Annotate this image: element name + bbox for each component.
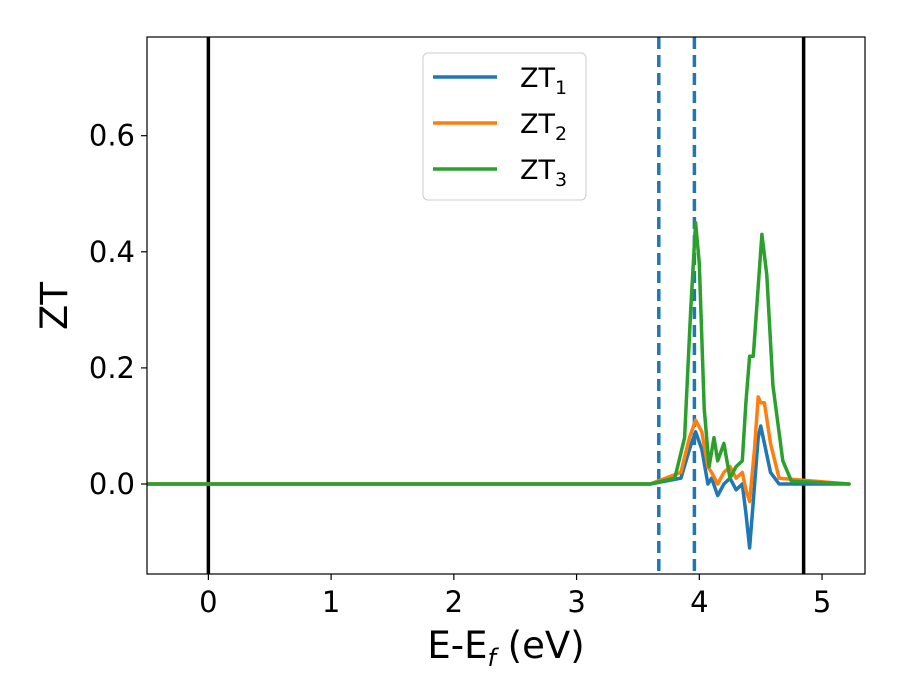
y-axis: 0.0 0.2 0.4 0.6 [89, 119, 147, 501]
y-tick-label: 0.0 [89, 467, 135, 501]
x-tick-label: 3 [567, 585, 585, 619]
x-tick-label: 2 [445, 585, 463, 619]
y-tick-label: 0.2 [89, 351, 135, 385]
series-line-3 [147, 221, 851, 486]
legend-label-2: ZT2 [520, 109, 567, 145]
x-tick-label: 1 [322, 585, 340, 619]
legend-box [422, 52, 587, 201]
x-tick-label: 5 [813, 585, 831, 619]
y-tick-label: 0.6 [89, 119, 135, 153]
legend: ZT1 ZT2 ZT3 [422, 52, 587, 201]
x-tick-label: 4 [690, 585, 708, 619]
x-axis-title: E-Ef (eV) [427, 624, 584, 672]
plot-frame [146, 36, 866, 575]
y-tick-label: 0.4 [89, 235, 135, 269]
x-axis: 0 1 2 3 4 5 [199, 574, 831, 619]
y-axis-title: ZT [33, 282, 76, 330]
legend-label-1: ZT1 [520, 63, 567, 99]
series-group [147, 221, 851, 550]
legend-label-3: ZT3 [520, 155, 567, 191]
x-tick-label: 0 [199, 585, 217, 619]
series-line-1 [147, 424, 851, 550]
